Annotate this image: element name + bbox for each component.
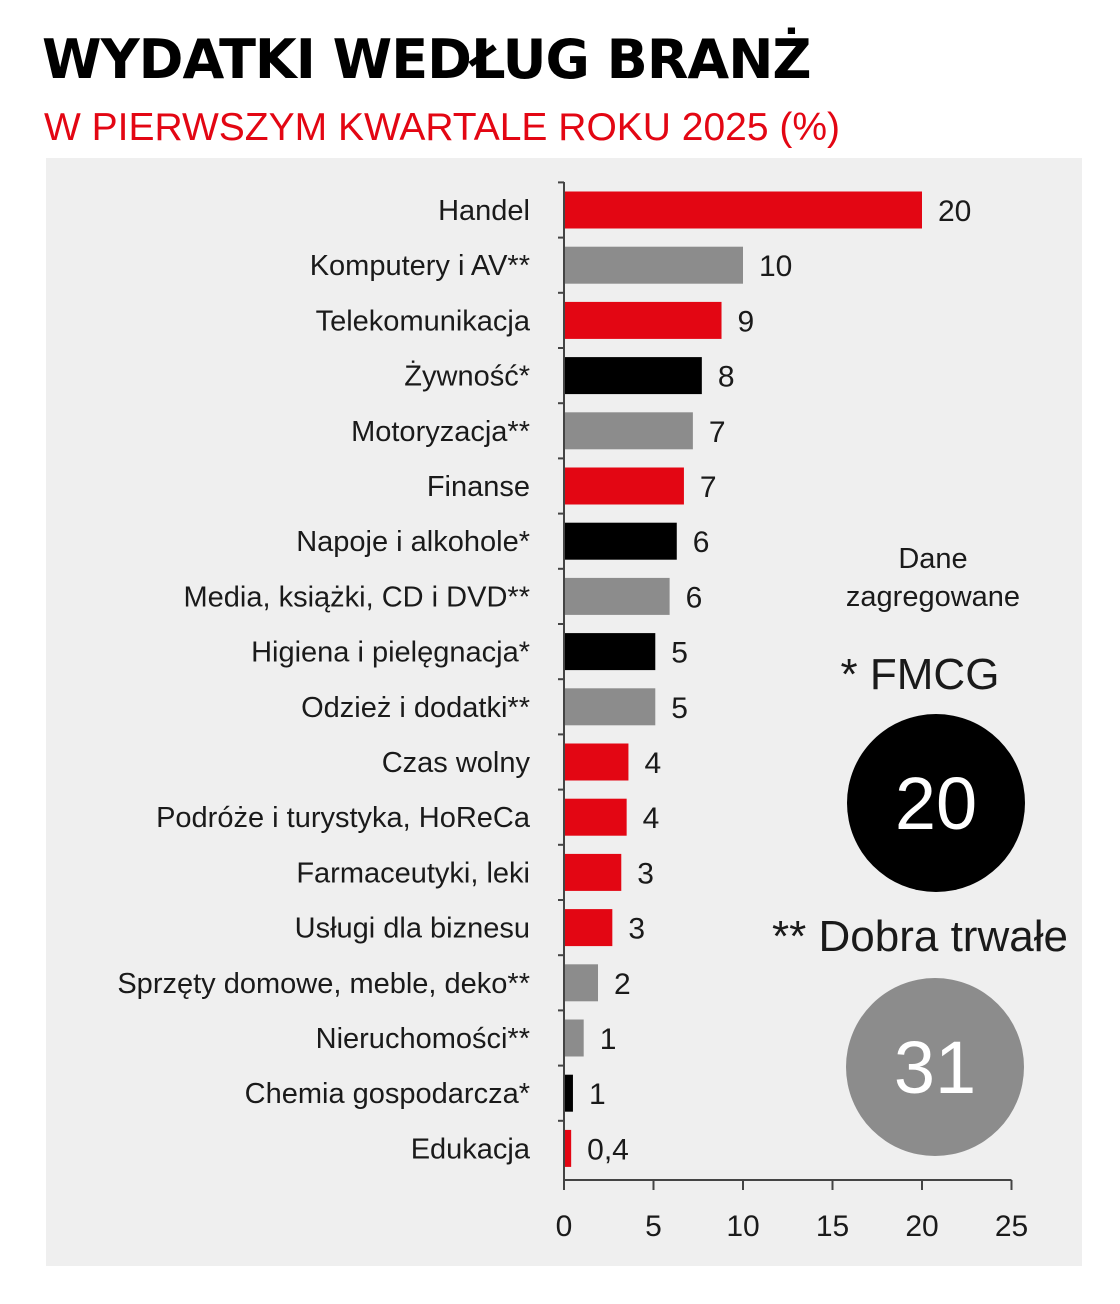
bar <box>564 909 613 947</box>
x-tick-label: 10 <box>726 1210 759 1243</box>
value-label: 8 <box>718 361 735 394</box>
bar <box>564 301 722 339</box>
bar <box>564 467 684 505</box>
category-label: Finanse <box>427 471 530 503</box>
durable-goods-total-value: 31 <box>893 1025 977 1109</box>
value-label: 0,4 <box>587 1133 629 1166</box>
value-label: 20 <box>938 195 971 228</box>
value-label: 1 <box>589 1078 606 1111</box>
bar <box>564 191 922 229</box>
bar <box>564 633 656 671</box>
bar <box>564 688 656 726</box>
chart-subtitle: W PIERWSZYM KWARTALE ROKU 2025 (%) <box>44 106 841 149</box>
x-tick-label: 15 <box>816 1210 849 1243</box>
category-label: Handel <box>438 195 530 227</box>
x-tick-label: 0 <box>556 1210 573 1243</box>
value-label: 6 <box>686 581 703 614</box>
category-label: Napoje i alkohole* <box>296 526 530 558</box>
value-label: 3 <box>637 857 654 890</box>
category-label: Media, książki, CD i DVD** <box>184 581 530 613</box>
bar <box>564 1074 573 1112</box>
category-label: Farmaceutyki, leki <box>296 857 530 889</box>
value-label: 6 <box>693 526 710 559</box>
fmcg-total-circle: 20 <box>847 714 1025 892</box>
durable-goods-legend-label: ** Dobra trwałe <box>772 912 1068 961</box>
value-label: 7 <box>709 416 726 449</box>
fmcg-legend-label: * FMCG <box>840 650 1000 699</box>
bar <box>564 743 629 781</box>
category-label: Komputery i AV** <box>310 250 530 282</box>
value-label: 7 <box>700 471 717 504</box>
category-label: Higiena i pielęgnacja* <box>251 637 530 669</box>
bar <box>564 577 670 615</box>
bar <box>564 357 702 395</box>
bar <box>564 964 599 1002</box>
value-label: 9 <box>738 305 755 338</box>
bar <box>564 412 693 450</box>
category-label: Chemia gospodarcza* <box>245 1078 530 1110</box>
category-label: Sprzęty domowe, meble, deko** <box>117 968 530 1000</box>
bar <box>564 522 677 560</box>
category-label: Telekomunikacja <box>316 305 531 337</box>
category-label: Czas wolny <box>382 747 531 779</box>
bars-layer: Handel 20 Komputery i AV** 10 Telekomunikacj… <box>117 191 971 1167</box>
bar <box>564 798 627 836</box>
durable-goods-total-circle: 31 <box>846 978 1024 1156</box>
x-tick-label: 25 <box>995 1210 1028 1243</box>
aggregated-data-heading: Dane zagregowane <box>845 543 1021 613</box>
category-label: Usługi dla biznesu <box>295 913 530 945</box>
bar <box>564 246 743 284</box>
x-axis: 0 5 10 15 20 25 <box>556 181 1028 1243</box>
fmcg-total-value: 20 <box>894 761 978 845</box>
value-label: 4 <box>643 802 660 835</box>
value-label: 10 <box>759 250 792 283</box>
category-label: Motoryzacja** <box>351 416 530 448</box>
bar <box>564 1019 584 1057</box>
x-tick-label: 20 <box>905 1210 938 1243</box>
bar <box>564 853 622 891</box>
category-label: Nieruchomości** <box>316 1023 530 1055</box>
x-tick-label: 5 <box>645 1210 662 1243</box>
category-label: Podróże i turystyka, HoReCa <box>156 802 531 834</box>
value-label: 4 <box>644 747 661 780</box>
value-label: 2 <box>614 968 631 1001</box>
category-label: Edukacja <box>411 1133 531 1165</box>
category-label: Żywność* <box>404 360 530 393</box>
value-label: 5 <box>671 637 688 670</box>
value-label: 1 <box>600 1023 617 1056</box>
value-label: 3 <box>628 913 645 946</box>
value-label: 5 <box>671 692 688 725</box>
bar <box>564 1129 572 1167</box>
chart-title: WYDATKI WEDŁUG BRANŻ <box>42 28 812 91</box>
category-label: Odzież i dodatki** <box>301 692 530 724</box>
